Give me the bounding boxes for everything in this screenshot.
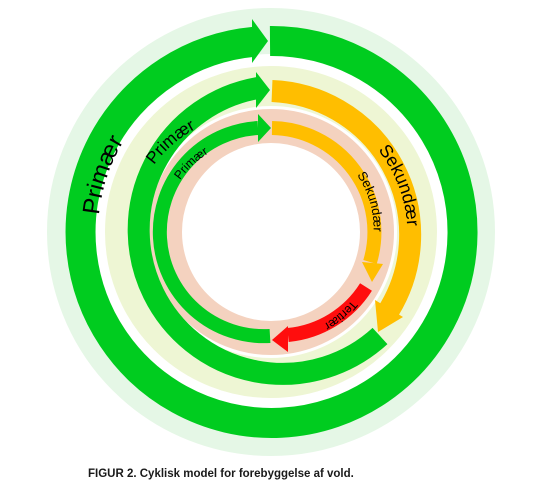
inner-primary-arc bbox=[152, 121, 271, 344]
outer-primary-arc bbox=[65, 25, 478, 438]
inner-secondary-arrowhead bbox=[362, 262, 383, 282]
outer-primary-arrowhead bbox=[252, 19, 268, 63]
inner-tertiary-arc bbox=[287, 283, 372, 342]
inner-secondary-arc bbox=[271, 121, 382, 265]
middle-secondary-arc bbox=[271, 80, 422, 316]
middle-secondary-arrowhead bbox=[375, 300, 403, 332]
inner-primary-arrowhead bbox=[258, 114, 271, 142]
figure-caption: FIGUR 2. Cyklisk model for forebyggelse … bbox=[88, 468, 354, 480]
inner-tertiary-arrowhead bbox=[272, 326, 288, 352]
middle-primary-arrowhead bbox=[256, 72, 270, 108]
middle-primary-arc bbox=[127, 77, 388, 385]
